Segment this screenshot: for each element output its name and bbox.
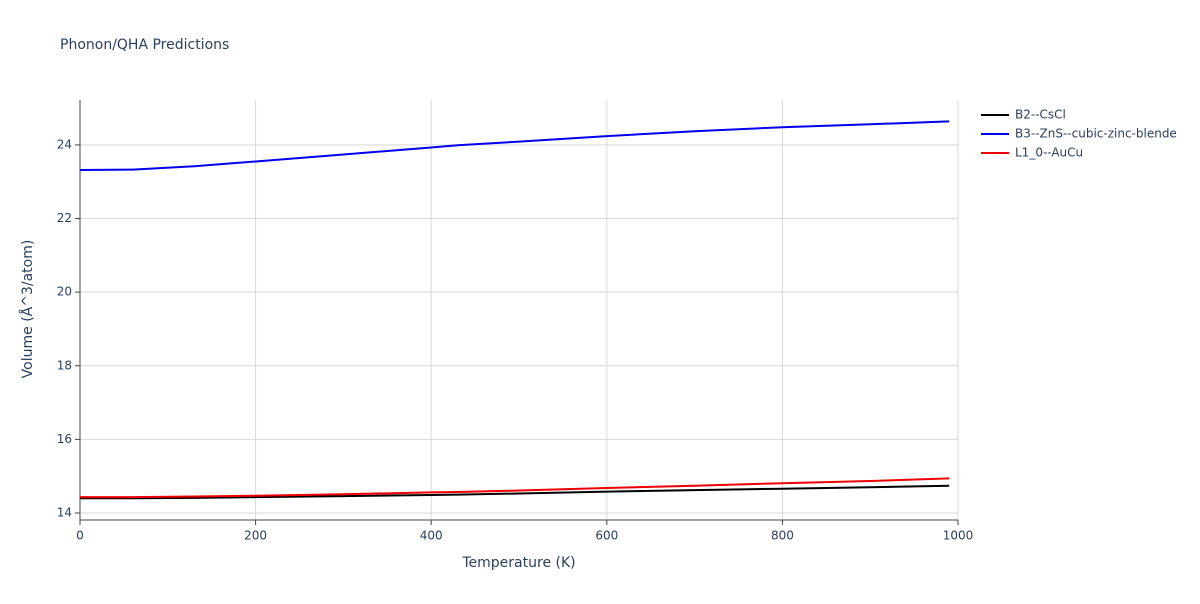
series-line	[80, 484, 950, 500]
legend-label: B2--CsCl	[1015, 108, 1066, 122]
x-tick-label: 200	[244, 529, 267, 543]
y-tick-label: 22	[57, 211, 72, 225]
x-tick-label: 0	[76, 529, 84, 543]
x-tick-label: 600	[595, 529, 618, 543]
x-axis-title: Temperature (K)	[461, 555, 575, 571]
y-tick-label: 24	[57, 137, 72, 151]
x-tick-label: 1000	[943, 529, 974, 543]
y-tick-label: 16	[57, 432, 72, 446]
legend-label: B3--ZnS--cubic-zinc-blende	[1015, 127, 1177, 141]
y-tick-label: 18	[57, 358, 72, 372]
y-tick-label: 20	[57, 285, 72, 299]
y-tick-label: 14	[57, 506, 72, 520]
legend-label: L1_0--AuCu	[1015, 146, 1083, 160]
series-line	[80, 477, 950, 499]
y-axis-title: Volume (Å^3/atom)	[19, 240, 36, 379]
chart-title: Phonon/QHA Predictions	[60, 37, 229, 53]
x-tick-label: 400	[420, 529, 443, 543]
series-line	[79, 120, 950, 171]
x-tick-label: 800	[771, 529, 794, 543]
